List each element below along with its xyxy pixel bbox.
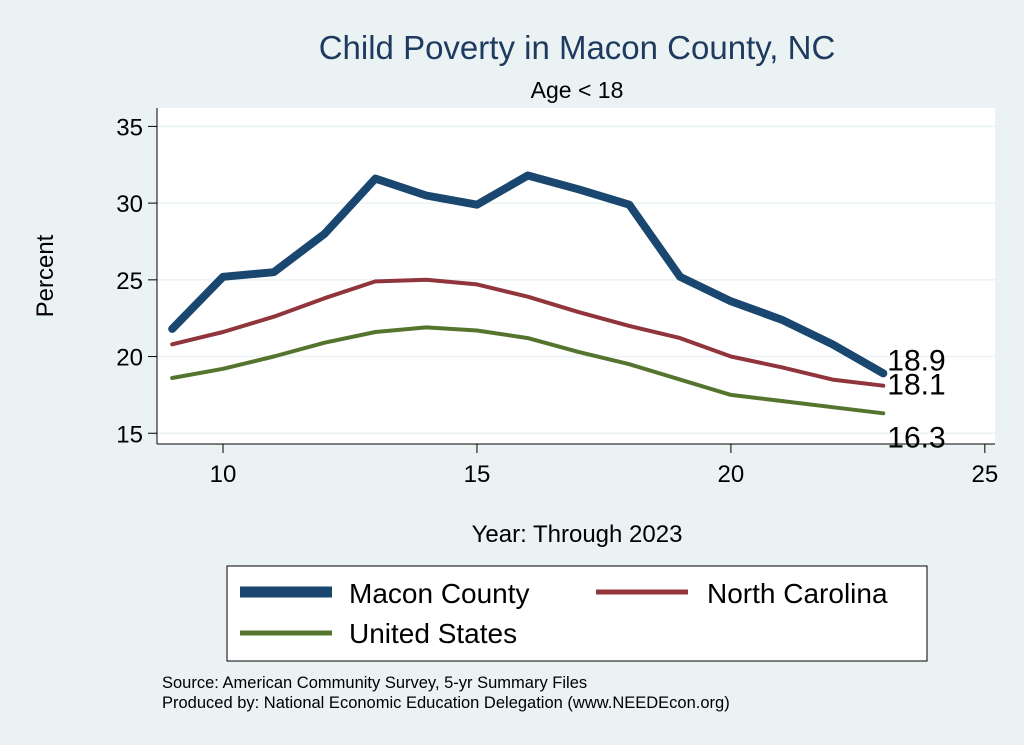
plot-area [157,108,995,444]
series-lines [168,171,888,416]
end-label-macon-county: 18.9 [887,344,945,377]
legend-label-united-states: United States [349,618,517,649]
legend-box [226,565,928,662]
x-tick-label: 10 [210,461,237,488]
legend-label-macon-county: Macon County [349,578,530,609]
end-label-north-carolina: 18.1 [887,369,945,402]
y-tick-label: 30 [116,191,143,218]
y-axis-label: Percent [32,234,59,317]
source-note: Source: American Community Survey, 5-yr … [162,674,587,692]
end-label-united-states: 16.3 [887,421,945,454]
series-line-macon-county [168,171,888,378]
x-tick-label: 20 [718,461,745,488]
chart-subtitle: Age < 18 [531,77,624,103]
series-line-united-states [170,325,886,416]
x-tick-label: 25 [971,461,998,488]
chart-title: Child Poverty in Macon County, NC [319,29,836,66]
y-tick-label: 20 [116,345,143,372]
series-line-north-carolina [170,277,886,388]
y-tick-label: 25 [116,268,143,295]
y-tick-label: 15 [116,421,143,448]
x-tick-label: 15 [464,461,491,488]
gridlines [157,125,995,435]
produced-by-note: Produced by: National Economic Education… [162,694,730,712]
legend-label-north-carolina: North Carolina [707,578,888,609]
legend: Macon County North Carolina United State… [226,565,928,662]
axes: 15 20 25 30 35 10 15 20 25 [116,108,998,488]
y-tick-label: 35 [116,114,143,141]
end-labels: 18.918.1 16.3 [887,344,945,454]
x-axis-label: Year: Through 2023 [472,521,683,548]
